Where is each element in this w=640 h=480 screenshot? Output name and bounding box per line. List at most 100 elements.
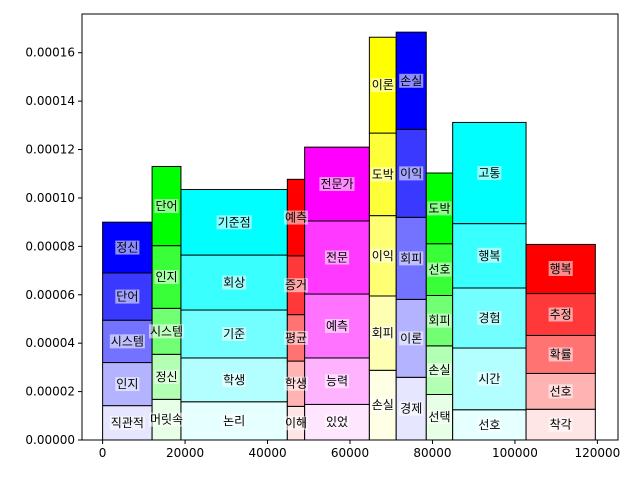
- cell-label-background: [283, 278, 309, 293]
- cell-label-background: [427, 262, 452, 277]
- cell-label: 행복: [478, 248, 500, 263]
- cell-label: 고통: [478, 166, 500, 180]
- cell-label: 손실: [372, 398, 394, 412]
- cell-label: 평균: [285, 331, 307, 345]
- cell-label: 기준: [223, 327, 245, 341]
- cell-label-background: [427, 313, 452, 328]
- cell-label-background: [548, 417, 573, 432]
- x-tick-label: 60000: [331, 446, 369, 460]
- cell-label: 있었: [326, 415, 348, 429]
- cell-label-background: [548, 307, 573, 322]
- cell-label-background: [222, 326, 247, 341]
- cell-label-background: [370, 248, 395, 263]
- cell-label: 예측: [285, 211, 307, 225]
- cell-label: 이론: [400, 331, 422, 345]
- cell-label: 단어: [155, 199, 177, 213]
- cell-label-background: [222, 413, 247, 428]
- cell-label: 추정: [550, 307, 572, 321]
- cell-label: 전문: [326, 250, 348, 264]
- cell-label: 회상: [223, 276, 245, 290]
- x-tick-label: 80000: [413, 446, 451, 460]
- mosaic-cell: [304, 146, 370, 222]
- y-tick-label: 0.00012: [25, 143, 75, 157]
- cell-label-background: [477, 417, 502, 432]
- cell-label-background: [477, 371, 502, 386]
- cell-label: 학생: [285, 377, 307, 391]
- cell-label: 확률: [550, 347, 572, 361]
- y-tick-label: 0.00014: [25, 94, 75, 108]
- cell-label: 행복: [550, 261, 572, 276]
- cell-label-background: [399, 401, 424, 416]
- cell-label-background: [283, 376, 309, 391]
- cell-label-background: [283, 330, 309, 345]
- cell-label-background: [370, 398, 395, 413]
- y-tick-label: 0.00004: [25, 336, 75, 350]
- cell-label-background: [109, 415, 145, 430]
- cell-label-background: [115, 240, 140, 255]
- cell-label: 인지: [116, 377, 138, 391]
- cell-label-background: [222, 372, 247, 387]
- cell-label: 논리: [223, 414, 245, 428]
- cell-label: 도박: [372, 167, 394, 181]
- cell-labels: 직관적인지시스템단어정신머릿속정신시스템인지단어논리학생기준회상기준점이해학생평…: [109, 73, 573, 432]
- cell-label: 능력: [326, 374, 348, 388]
- cell-label-background: [148, 412, 185, 427]
- cell-label: 착각: [550, 418, 572, 432]
- cell-label: 회피: [428, 314, 450, 328]
- cell-label: 시스템: [150, 324, 183, 338]
- y-tick-label: 0.00002: [25, 385, 75, 399]
- cell-label: 전문가: [320, 177, 353, 191]
- y-tick-label: 0.00008: [25, 239, 75, 253]
- cell-label-background: [324, 415, 350, 430]
- cell-label-background: [370, 326, 395, 341]
- cell-label: 도박: [428, 201, 450, 215]
- cell-label-background: [148, 324, 185, 339]
- cell-label-background: [222, 275, 247, 290]
- cell-label-background: [399, 251, 424, 266]
- cell-label-background: [370, 167, 395, 182]
- x-tick-label: 120000: [574, 446, 620, 460]
- cell-label-background: [216, 215, 252, 230]
- cell-label-background: [427, 201, 452, 216]
- cell-label: 인지: [155, 270, 177, 284]
- cell-label-background: [399, 331, 424, 346]
- cell-label: 이익: [372, 249, 394, 263]
- cell-label: 손실: [400, 74, 422, 88]
- cell-label: 선호: [428, 263, 450, 277]
- cell-label-background: [427, 410, 452, 425]
- cell-label-background: [399, 73, 424, 88]
- axes: 0 20000 40000 60000 80000 100000 120000 0.00000…: [25, 13, 620, 460]
- cell-label: 머릿속: [150, 413, 183, 427]
- cell-label: 증거: [285, 278, 307, 292]
- cell-label: 정신: [116, 241, 138, 255]
- cell-label-background: [109, 334, 145, 349]
- cell-label: 이익: [400, 166, 422, 180]
- cell-label: 손실: [428, 363, 450, 377]
- cell-label-background: [324, 250, 350, 265]
- cell-label-background: [370, 78, 395, 93]
- cell-label-background: [283, 416, 309, 431]
- cell-label-background: [548, 260, 573, 276]
- y-tick-label: 0.00010: [25, 191, 75, 205]
- cell-label: 예측: [326, 319, 348, 333]
- cell-label-background: [154, 199, 179, 214]
- cell-label: 학생: [223, 373, 245, 387]
- cell-label-background: [154, 269, 179, 284]
- cell-label-background: [548, 384, 573, 399]
- cell-label: 선택: [428, 410, 450, 424]
- cell-label-background: [477, 247, 502, 263]
- cell-label: 선호: [478, 418, 500, 432]
- cell-label-background: [283, 210, 309, 225]
- cell-label-background: [477, 166, 502, 181]
- cell-label-background: [324, 318, 350, 333]
- y-tick-label: 0.00006: [25, 288, 75, 302]
- cell-label: 단어: [116, 290, 138, 304]
- x-tick-label: 20000: [166, 446, 204, 460]
- cell-label: 선호: [550, 384, 572, 398]
- y-tick-label: 0.00000: [25, 433, 75, 447]
- cell-label: 정신: [155, 370, 177, 384]
- cell-label-background: [115, 377, 140, 392]
- y-tick-label: 0.00016: [25, 46, 75, 60]
- cell-label: 경험: [478, 311, 500, 325]
